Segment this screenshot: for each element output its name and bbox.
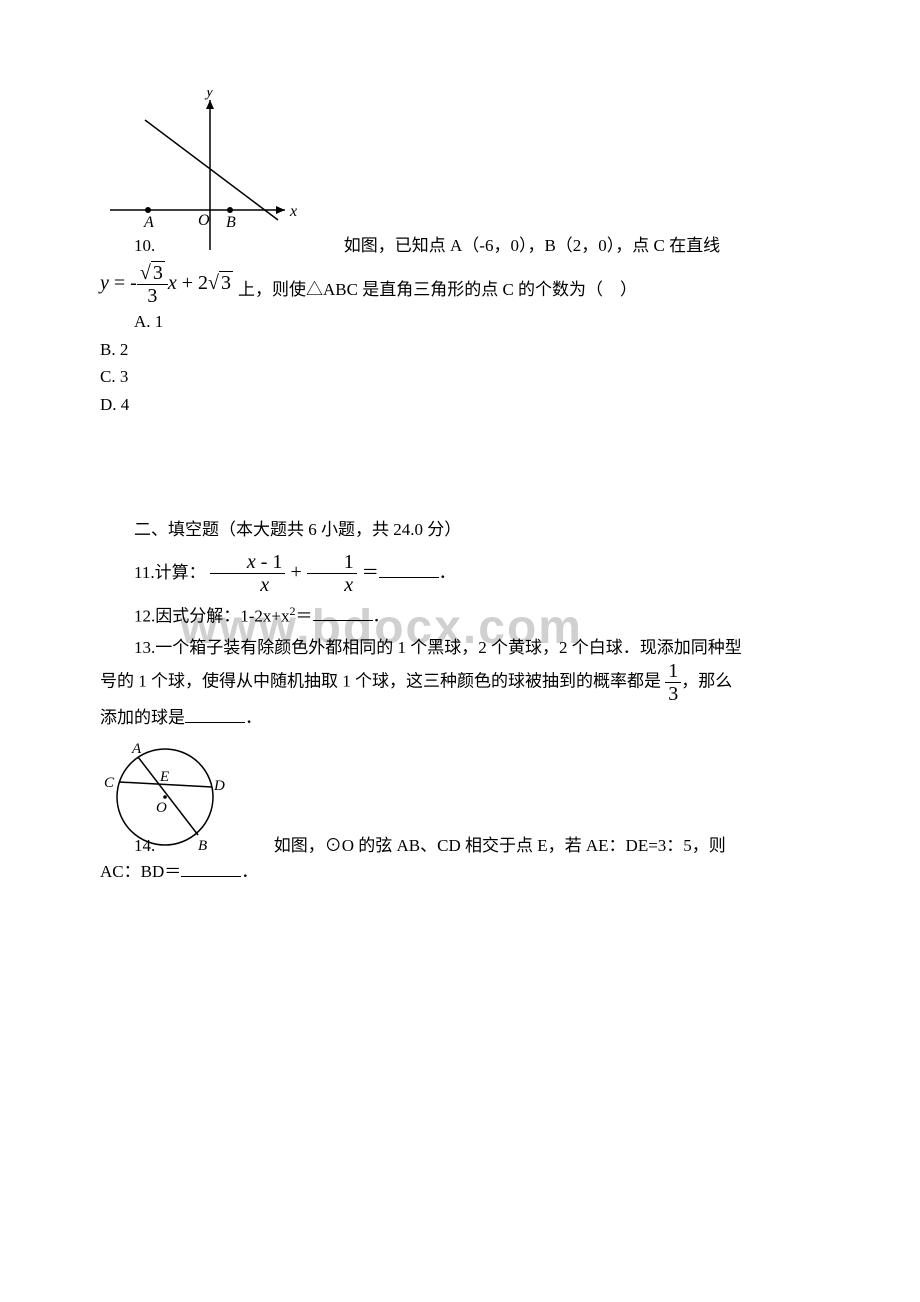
q11-equals: ＝ (362, 563, 379, 582)
svg-text:A: A (131, 741, 142, 757)
question-12: 12.因式分解：1-2x+x2＝． (100, 602, 820, 629)
question-14: A B C D E O 14. 如图，⊙O 的弦 AB、CD 相交于点 E，若 … (100, 737, 820, 885)
point-b-label: B (226, 214, 236, 231)
q10-option-b: B. 2 (100, 340, 128, 359)
question-13: 13.一个箱子装有除颜色外都相同的 1 个黑球，2 个黄球，2 个白球．现添加同… (100, 635, 820, 731)
q13-line3: 添加的球是 (100, 708, 185, 727)
axis-x-label: x (289, 203, 297, 220)
q11-blank (379, 560, 439, 578)
svg-text:D: D (213, 778, 225, 794)
q12-blank (313, 603, 373, 621)
q12-number: 12. (134, 606, 155, 625)
q12-period: ． (373, 606, 390, 625)
question-11: 11.计算： x - 1x + 1x ＝ ． (100, 551, 820, 596)
origin-label: O (198, 212, 210, 229)
q12-equals: ＝ (296, 606, 313, 625)
q10-option-a: A. 1 (134, 312, 163, 331)
q13-period: ． (245, 708, 262, 727)
q14-number: 14. (134, 836, 155, 855)
svg-text:O: O (156, 800, 167, 816)
q11-formula: x - 1x + 1x (210, 561, 362, 583)
q13-frac: 13 (665, 660, 681, 705)
q13-number: 13. (134, 638, 155, 657)
point-a-label: A (143, 214, 154, 231)
q10-option-d: D. 4 (100, 395, 129, 414)
q14-period: ． (241, 862, 258, 881)
svg-text:E: E (159, 769, 169, 785)
question-10: y x O A B 10. 如图，已知点 A（-6，0），B（2，0），点 C … (100, 90, 820, 417)
q14-blank (181, 859, 241, 877)
q14-line2: AC：BD＝ (100, 862, 181, 881)
q11-number: 11. (134, 563, 155, 582)
q13-blank (185, 705, 245, 723)
q13-line1: 一个箱子装有除颜色外都相同的 1 个黑球，2 个黄球，2 个白球．现添加同种型 (155, 638, 742, 657)
q13-line2b: ，那么 (681, 672, 732, 691)
axis-y-label: y (204, 90, 214, 100)
q14-stem: 如图，⊙O 的弦 AB、CD 相交于点 E，若 AE：DE=3：5，则 (274, 836, 726, 855)
q10-number: 10. (134, 236, 155, 255)
svg-text:C: C (104, 775, 115, 791)
q13-line2a: 号的 1 个球，使得从中随机抽取 1 个球，这三种颜色的球被抽到的概率都是 (100, 672, 661, 691)
section-2-title: 二、填空题（本大题共 6 小题，共 24.0 分） (100, 517, 820, 543)
q11-label: 计算： (155, 563, 206, 582)
q12-text-pre: 因式分解：1-2x+x (155, 606, 289, 625)
q10-stem-1: 如图，已知点 A（-6，0），B（2，0），点 C 在直线 (344, 236, 720, 255)
q11-period: ． (439, 563, 456, 582)
q10-stem-2: 上，则使△ABC 是直角三角形的点 C 的个数为（ ） (238, 280, 637, 299)
q10-option-c: C. 3 (100, 367, 128, 386)
q10-formula: y = -√33x + 2√3 (100, 272, 238, 294)
